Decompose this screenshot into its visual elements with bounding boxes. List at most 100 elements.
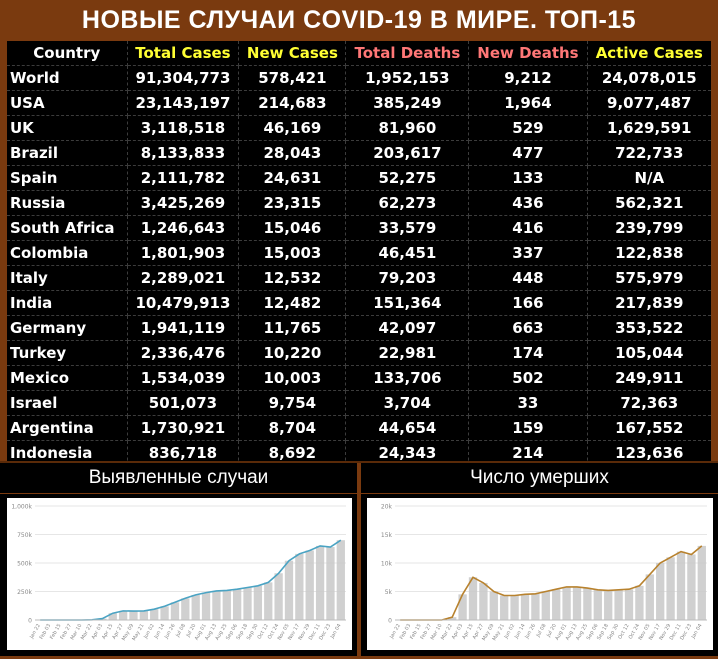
cases-bar (212, 590, 221, 620)
deaths-trend-line (400, 545, 703, 621)
cases-bar (243, 587, 252, 620)
header-new-cases: New Cases (238, 41, 347, 66)
table-row: Argentina 1,730,921 8,704 44,654 159 167,552 (7, 415, 711, 441)
deaths-y-tick-label: 0 (388, 618, 392, 625)
deaths-bar (510, 595, 519, 620)
cell-active-cases: 239,799 (586, 215, 711, 241)
cell-new-cases: 15,046 (238, 215, 347, 241)
deaths-bar (666, 557, 675, 620)
cell-country: South Africa (7, 215, 128, 241)
covid-table: Country Total Cases New Cases Total Deaths N… (7, 41, 711, 466)
cell-new-cases: 8,704 (238, 415, 347, 441)
cell-active-cases: N/A (586, 165, 711, 191)
cell-total-cases: 1,941,119 (126, 315, 240, 341)
deaths-y-tick-label: 5k (385, 589, 393, 596)
cell-total-deaths: 385,249 (345, 90, 470, 116)
cases-bar (139, 610, 148, 620)
table-row: USA 23,143,197 214,683 385,249 1,964 9,077,48… (7, 90, 711, 116)
cell-country: Brazil (7, 140, 128, 166)
table-row: Russia 3,425,269 23,315 62,273 436 562,321 (7, 190, 711, 216)
deaths-y-tick-label: 10k (381, 561, 393, 568)
cases-y-tick-label: 500k (17, 561, 32, 568)
cases-chart-box: 0 250k 500k 750k 1,000k Jan 22 Feb 03 Feb 15 Feb… (7, 498, 352, 650)
cases-bar (129, 611, 138, 620)
deaths-y-tick-label: 20k (381, 504, 393, 511)
table-row: Colombia 1,801,903 15,003 46,451 337 122,838 (7, 240, 711, 266)
cell-country: USA (7, 90, 128, 116)
header-total-deaths: Total Deaths (345, 41, 470, 66)
cell-country: Argentina (7, 415, 128, 441)
cell-new-cases: 9,754 (238, 390, 347, 416)
cell-new-deaths: 529 (468, 115, 588, 141)
cell-country: India (7, 290, 128, 316)
deaths-bar (500, 595, 509, 620)
cell-country: Mexico (7, 365, 128, 391)
cases-bar (233, 589, 242, 620)
header-total-cases: Total Cases (126, 41, 240, 66)
cell-total-deaths: 203,617 (345, 140, 470, 166)
cell-total-deaths: 44,654 (345, 415, 470, 441)
cell-new-cases: 214,683 (238, 90, 347, 116)
deaths-bar (614, 589, 623, 620)
deaths-bar (656, 563, 665, 620)
deaths-bar (687, 554, 696, 620)
cases-bar (315, 545, 325, 620)
table-row: South Africa 1,246,643 15,046 33,579 416 239,… (7, 215, 711, 241)
cases-bar (201, 592, 211, 620)
cell-new-deaths: 416 (468, 215, 588, 241)
cases-bar (264, 582, 273, 620)
cell-active-cases: 167,552 (586, 415, 711, 441)
cell-total-deaths: 133,706 (345, 365, 470, 391)
cell-new-cases: 10,003 (238, 365, 347, 391)
cell-total-cases: 2,289,021 (126, 265, 240, 291)
cases-panel: 0 250k 500k 750k 1,000k Jan 22 Feb 03 Feb 15 Feb… (0, 494, 357, 656)
deaths-bar (624, 589, 634, 620)
table-row: Turkey 2,336,476 10,220 22,981 174 105,044 (7, 340, 711, 366)
cell-country: Israel (7, 390, 128, 416)
cell-new-deaths: 663 (468, 315, 588, 341)
cell-active-cases: 9,077,487 (586, 90, 711, 116)
deaths-bar (520, 594, 530, 620)
deaths-bar (489, 591, 498, 620)
cell-country: Colombia (7, 240, 128, 266)
cases-bar (181, 598, 190, 620)
cell-new-cases: 11,765 (238, 315, 347, 341)
cell-total-cases: 3,118,518 (126, 115, 240, 141)
header-country: Country (7, 41, 128, 66)
table-row: Brazil 8,133,833 28,043 203,617 477 722,733 (7, 140, 711, 166)
cell-new-deaths: 477 (468, 140, 588, 166)
deaths-bar (604, 590, 613, 620)
cell-total-deaths: 81,960 (345, 115, 470, 141)
table-row: Mexico 1,534,039 10,003 133,706 502 249,911 (7, 365, 711, 391)
cases-y-tick-label: 1,000k (11, 504, 32, 511)
cases-bar (326, 547, 335, 620)
cases-x-tick-label: Jul 08 (174, 623, 187, 639)
cell-active-cases: 72,363 (586, 390, 711, 416)
deaths-bar (593, 589, 602, 620)
deaths-bar (552, 589, 561, 620)
cases-bar (108, 613, 117, 620)
cell-total-deaths: 52,275 (345, 165, 470, 191)
cell-country: Spain (7, 165, 128, 191)
deaths-y-tick-label: 15k (381, 532, 393, 539)
cell-total-deaths: 42,097 (345, 315, 470, 341)
cell-new-cases: 12,482 (238, 290, 347, 316)
header-new-deaths: New Deaths (468, 41, 588, 66)
deaths-bar (697, 545, 706, 620)
deaths-chart-box: 0 5k 10k 15k 20k Jan 22 Feb 03 Feb 15 Feb 27 Mar … (367, 498, 713, 650)
cell-new-deaths: 174 (468, 340, 588, 366)
table-row: World 91,304,773 578,421 1,952,153 9,212 24,0… (7, 65, 711, 91)
cell-total-cases: 3,425,269 (126, 190, 240, 216)
cell-country: Turkey (7, 340, 128, 366)
deaths-bar (458, 594, 467, 620)
table-row: Italy 2,289,021 12,532 79,203 448 575,979 (7, 265, 711, 291)
cell-total-cases: 1,534,039 (126, 365, 240, 391)
cell-active-cases: 24,078,015 (586, 65, 711, 91)
cell-new-deaths: 33 (468, 390, 588, 416)
cell-new-deaths: 448 (468, 265, 588, 291)
header-active-cases: Active Cases (586, 41, 711, 66)
cell-total-deaths: 3,704 (345, 390, 470, 416)
table-header-row: Country Total Cases New Cases Total Deaths N… (7, 41, 711, 66)
cell-total-cases: 10,479,913 (126, 290, 240, 316)
